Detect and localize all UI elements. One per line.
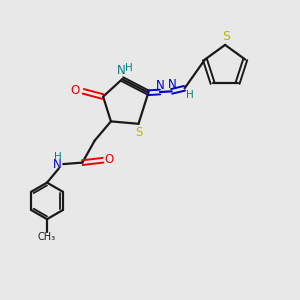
Text: CH₃: CH₃	[38, 232, 56, 242]
Text: H: H	[125, 63, 133, 73]
Text: H: H	[186, 90, 194, 100]
Text: N: N	[168, 78, 177, 92]
Text: N: N	[53, 158, 62, 171]
Text: O: O	[104, 153, 113, 166]
Text: N: N	[116, 64, 125, 77]
Text: H: H	[54, 152, 62, 162]
Text: S: S	[222, 29, 230, 43]
Text: S: S	[136, 125, 143, 139]
Text: O: O	[70, 84, 80, 97]
Text: N: N	[156, 79, 165, 92]
